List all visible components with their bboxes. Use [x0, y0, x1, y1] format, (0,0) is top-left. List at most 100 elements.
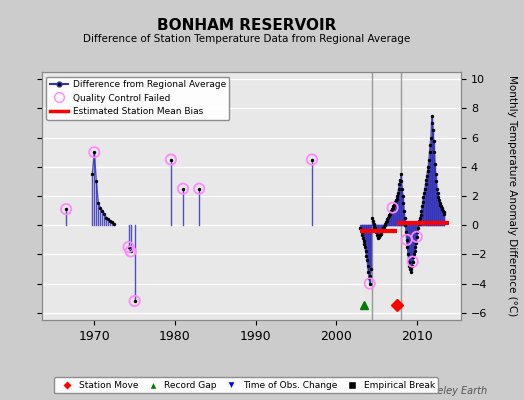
Point [413, 229, 422, 236]
Point [398, 193, 407, 199]
Point [398, 186, 406, 192]
Point [376, 231, 385, 237]
Point [414, 220, 423, 227]
Point [418, 203, 427, 210]
Point [374, 234, 382, 240]
Point [130, 298, 139, 304]
Point [124, 244, 133, 250]
Point [400, 215, 409, 221]
Point [388, 206, 396, 212]
Point [106, 218, 115, 224]
Point [403, 244, 411, 250]
Point [421, 181, 430, 188]
Point [195, 186, 203, 192]
Point [402, 236, 411, 243]
Point [385, 213, 393, 220]
Point [426, 142, 434, 148]
Point [431, 171, 440, 177]
Point [427, 134, 435, 141]
Point [396, 177, 404, 183]
Point [436, 202, 444, 208]
Legend: Station Move, Record Gap, Time of Obs. Change, Empirical Break: Station Move, Record Gap, Time of Obs. C… [54, 377, 438, 394]
Point [374, 235, 383, 242]
Point [404, 251, 412, 258]
Point [380, 222, 389, 228]
Point [428, 112, 436, 119]
Point [430, 149, 439, 156]
Point [399, 200, 408, 206]
Point [361, 244, 369, 250]
Point [104, 216, 113, 222]
Point [379, 225, 387, 231]
Point [371, 225, 379, 231]
Text: Berkeley Earth: Berkeley Earth [415, 386, 487, 396]
Point [422, 177, 430, 183]
Point [126, 248, 135, 255]
Point [365, 274, 373, 281]
Point [364, 269, 373, 275]
Point [100, 210, 108, 217]
Point [308, 156, 316, 163]
Point [373, 232, 381, 238]
Point [390, 200, 399, 206]
Point [402, 236, 411, 243]
Point [432, 178, 441, 185]
Point [401, 222, 410, 228]
Point [308, 156, 316, 163]
Point [364, 263, 372, 269]
Point [385, 212, 394, 218]
Point [195, 186, 203, 192]
Point [370, 224, 379, 230]
Point [388, 204, 397, 211]
Point [409, 258, 417, 265]
Point [102, 215, 111, 221]
Point [366, 273, 375, 280]
Point [431, 161, 439, 167]
Point [393, 193, 401, 199]
Point [435, 197, 443, 204]
Point [360, 241, 368, 247]
Point [424, 164, 432, 170]
Point [179, 186, 187, 192]
Point [416, 218, 424, 224]
Point [397, 178, 406, 185]
Point [362, 248, 370, 255]
Point [381, 220, 389, 227]
Point [366, 280, 374, 287]
Point [423, 172, 431, 179]
Point [420, 190, 428, 196]
Point [428, 120, 436, 126]
Point [405, 263, 413, 269]
Y-axis label: Monthly Temperature Anomaly Difference (°C): Monthly Temperature Anomaly Difference (… [507, 75, 517, 317]
Point [421, 186, 429, 192]
Point [126, 248, 135, 255]
Point [124, 244, 133, 250]
Point [359, 235, 367, 242]
Point [414, 225, 422, 231]
Point [357, 226, 365, 233]
Point [359, 238, 368, 244]
Point [438, 206, 446, 212]
Point [387, 207, 396, 214]
Point [90, 149, 99, 156]
Point [409, 258, 417, 265]
Point [391, 199, 399, 205]
Point [407, 269, 415, 275]
Point [412, 234, 421, 240]
Point [439, 207, 447, 214]
Point [419, 194, 428, 201]
Point [362, 253, 370, 259]
Point [386, 210, 394, 217]
Point [412, 240, 420, 246]
Point [167, 156, 175, 163]
Point [429, 127, 437, 134]
Point [423, 168, 432, 174]
Point [378, 228, 386, 234]
Point [435, 200, 444, 206]
Point [425, 149, 434, 156]
Point [440, 209, 448, 215]
Legend: Difference from Regional Average, Quality Control Failed, Estimated Station Mean: Difference from Regional Average, Qualit… [47, 76, 230, 120]
Point [392, 197, 400, 204]
Point [412, 234, 421, 240]
Point [417, 207, 425, 214]
